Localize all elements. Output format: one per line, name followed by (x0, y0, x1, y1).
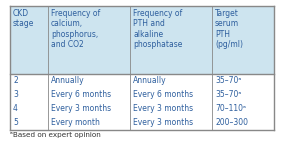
Bar (10, 88, 48, 102)
Text: 200–300: 200–300 (215, 118, 248, 127)
Bar (212, 74, 274, 88)
Bar (212, 6, 274, 74)
Bar (130, 116, 212, 130)
Text: Every month: Every month (51, 118, 100, 127)
Bar (48, 88, 130, 102)
Bar (10, 6, 48, 74)
Text: 4: 4 (13, 104, 18, 113)
Bar (10, 116, 48, 130)
Bar (212, 116, 274, 130)
Text: Frequency of
PTH and
alkaline
phosphatase: Frequency of PTH and alkaline phosphatas… (133, 9, 182, 49)
Bar (130, 6, 212, 74)
Text: Every 3 months: Every 3 months (51, 104, 111, 113)
Text: 2: 2 (13, 76, 18, 85)
Bar (48, 102, 130, 116)
Text: ᵃBased on expert opinion: ᵃBased on expert opinion (10, 132, 101, 138)
Bar (130, 74, 212, 88)
Text: Every 3 months: Every 3 months (133, 104, 193, 113)
Text: Annually: Annually (51, 76, 85, 85)
Bar (10, 74, 48, 88)
Text: 35–70ᵃ: 35–70ᵃ (215, 76, 241, 85)
Text: 5: 5 (13, 118, 18, 127)
Text: 35–70ᵃ: 35–70ᵃ (215, 90, 241, 99)
Text: 70–110ᵃ: 70–110ᵃ (215, 104, 246, 113)
Text: Every 6 months: Every 6 months (51, 90, 111, 99)
Bar (48, 116, 130, 130)
Bar (130, 102, 212, 116)
Bar (130, 88, 212, 102)
Text: Frequency of
calcium,
phosphorus,
and CO2: Frequency of calcium, phosphorus, and CO… (51, 9, 100, 49)
Bar (212, 88, 274, 102)
Bar (48, 74, 130, 88)
Text: CKD
stage: CKD stage (13, 9, 35, 28)
Bar (212, 102, 274, 116)
Text: 3: 3 (13, 90, 18, 99)
Bar (10, 102, 48, 116)
Bar (48, 6, 130, 74)
Text: Annually: Annually (133, 76, 167, 85)
Text: Target
serum
PTH
(pg/ml): Target serum PTH (pg/ml) (215, 9, 243, 49)
Text: Every 6 months: Every 6 months (133, 90, 193, 99)
Text: Every 3 months: Every 3 months (133, 118, 193, 127)
